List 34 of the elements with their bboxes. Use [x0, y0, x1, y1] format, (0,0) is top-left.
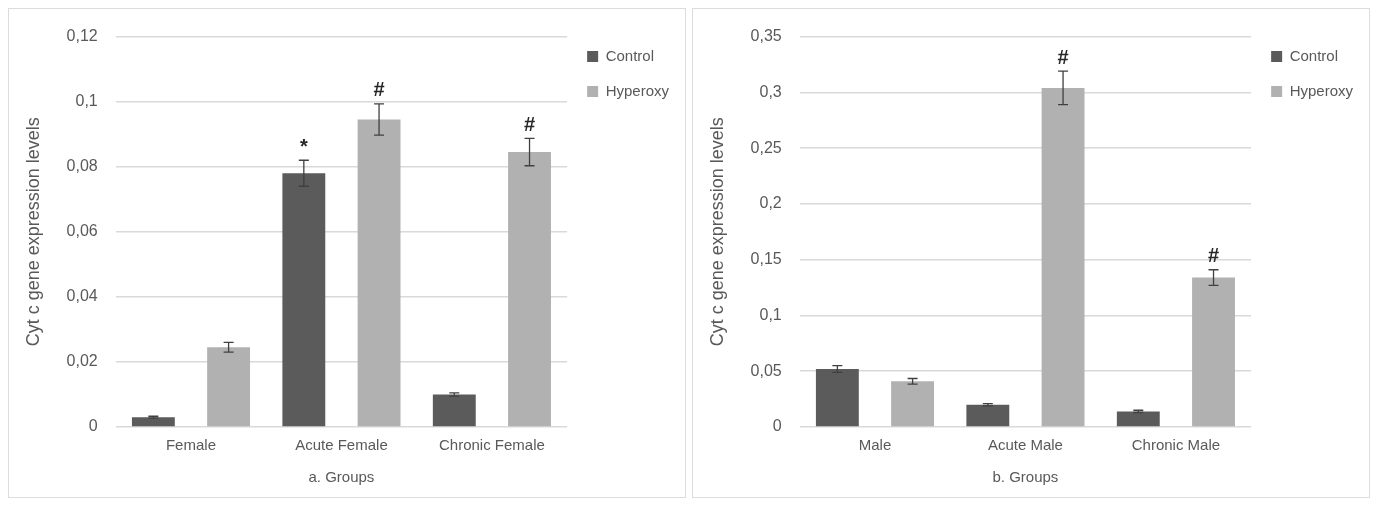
y-tick-label: 0,1 — [759, 305, 782, 323]
x-tick-label: Chronic Male — [1131, 436, 1221, 454]
y-tick-label: 0,25 — [750, 138, 782, 156]
x-tick-label: Acute Female — [295, 436, 388, 454]
y-tick-label: 0,3 — [759, 82, 782, 100]
x-tick-label: Acute Male — [987, 436, 1063, 454]
y-tick-label: 0 — [772, 417, 782, 435]
legend-label: Hyperoxy — [1289, 81, 1354, 99]
annotation: * — [299, 134, 308, 157]
legend-label: Hyperoxy — [605, 81, 670, 99]
y-tick-label: 0,12 — [66, 27, 98, 45]
y-tick-label: 0,15 — [750, 250, 782, 268]
y-tick-label: 0,04 — [66, 287, 98, 305]
y-tick-label: 0,05 — [750, 361, 782, 379]
y-tick-label: 0 — [88, 417, 98, 435]
x-axis-title: a. Groups — [308, 468, 375, 486]
y-tick-label: 0,1 — [75, 92, 98, 110]
y-tick-label: 0,06 — [66, 222, 98, 240]
x-axis-title: b. Groups — [992, 468, 1059, 486]
legend-label: Control — [1289, 46, 1338, 64]
legend-label: Control — [605, 46, 654, 64]
annotation: # — [373, 78, 385, 101]
x-tick-label: Female — [165, 436, 216, 454]
y-tick-label: 0,08 — [66, 157, 98, 175]
annotation: # — [523, 112, 536, 135]
y-axis-title: Cyt c gene expression levels — [22, 117, 43, 347]
x-tick-label: Chronic Female — [438, 436, 545, 454]
y-axis-title: Cyt c gene expression levels — [706, 117, 727, 347]
y-tick-label: 0,2 — [759, 194, 782, 212]
y-tick-label: 0,35 — [750, 27, 782, 45]
annotation: # — [1057, 45, 1069, 68]
annotation: # — [1207, 244, 1220, 267]
x-tick-label: Male — [858, 436, 892, 454]
y-tick-label: 0,02 — [66, 352, 98, 370]
